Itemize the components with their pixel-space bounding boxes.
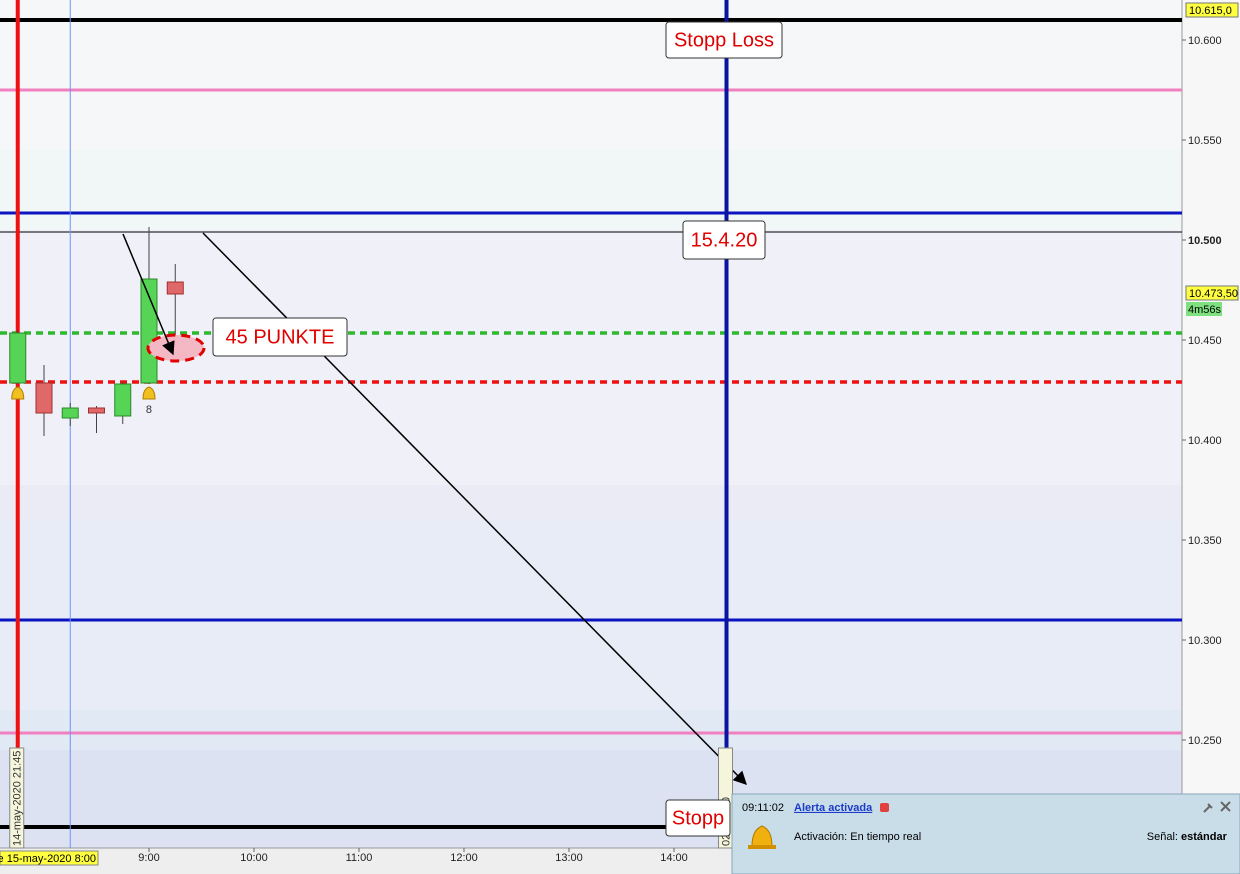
annotation: 45 PUNKTE <box>226 326 335 348</box>
y-tick-label: 10.400 <box>1188 435 1222 447</box>
dismiss-icon[interactable] <box>880 803 889 812</box>
bell-icon <box>748 845 776 849</box>
annotation: 15.4.20 <box>691 229 758 251</box>
highlight <box>146 333 206 363</box>
arrow <box>122 233 175 356</box>
candle-body <box>87 407 105 414</box>
x-tick-label: 10:00 <box>240 852 268 864</box>
session-box <box>0 850 99 866</box>
y-tick-label: 10.600 <box>1188 35 1222 47</box>
candle-body <box>9 332 27 384</box>
alert-popup: 09:11:02 Alerta activada Activación: En … <box>731 793 1240 874</box>
y-tick-label: 10.300 <box>1188 635 1222 647</box>
bell-marker <box>142 386 156 400</box>
candle-body <box>166 281 184 295</box>
candle-body <box>35 382 53 414</box>
bell-icon <box>751 825 773 847</box>
session-label: e 15-may-2020 8:00 <box>0 853 96 865</box>
close-button[interactable] <box>1220 801 1231 812</box>
x-tick-label: 14:00 <box>660 852 688 864</box>
price-tag <box>1185 285 1239 301</box>
candle-body <box>61 407 79 419</box>
settings-icon[interactable] <box>1203 803 1213 813</box>
annotation-box <box>682 220 766 260</box>
alert-title[interactable]: Alerta activada <box>794 802 873 814</box>
annotation-box <box>665 21 783 59</box>
annotation-box <box>212 317 348 357</box>
signal-label: Señal: <box>1147 831 1178 843</box>
alert-activation: Activación: En tiempo real <box>794 831 921 843</box>
label-box <box>9 747 25 849</box>
y-tick-label: 10.500 <box>1188 235 1222 247</box>
annotation: Stopp <box>672 807 724 829</box>
signal-value: estándar <box>1181 831 1228 843</box>
price-tag-text: 10.615,0 <box>1189 5 1232 17</box>
price-tag <box>1185 2 1239 18</box>
y-tick-label: 10.450 <box>1188 335 1222 347</box>
countdown-text: 4m56s <box>1188 304 1222 316</box>
y-tick-label: 10.550 <box>1188 135 1222 147</box>
alert-count: 8 <box>146 404 152 416</box>
annotation: Stopp Loss <box>674 29 774 51</box>
x-tick-label: 12:00 <box>450 852 478 864</box>
x-tick-label: 11:00 <box>346 852 373 864</box>
price-tag-text: 10.473,50 <box>1189 288 1238 300</box>
y-tick-label: 10.250 <box>1188 735 1222 747</box>
x-tick-label: 9:00 <box>138 852 159 864</box>
alert-time: 09:11:02 <box>742 802 784 814</box>
vertical-line-text: 14-may-2020 21:45 <box>12 751 24 846</box>
countdown-tag <box>1186 302 1222 316</box>
bell-marker <box>11 386 25 400</box>
candle-body <box>114 383 132 417</box>
x-tick-label: 13:00 <box>555 852 583 864</box>
y-tick-label: 10.350 <box>1188 535 1222 547</box>
vertical-line-label: 14-may-2020 21:45 <box>9 747 25 849</box>
annotation-box <box>665 799 731 837</box>
